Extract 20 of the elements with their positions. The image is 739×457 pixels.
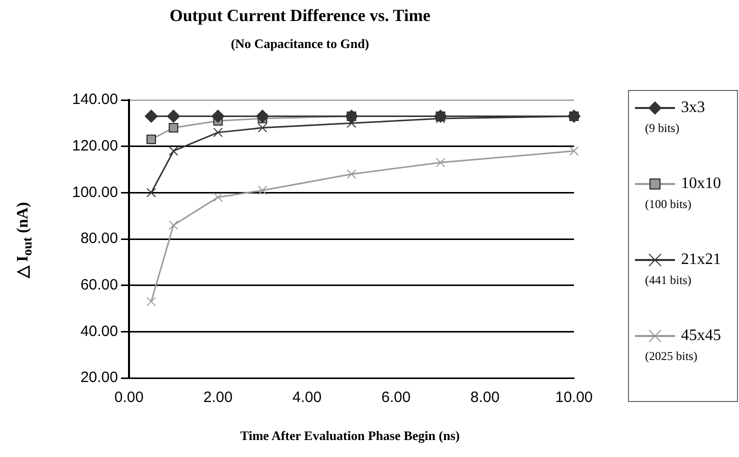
y-tick-label: 140.00 <box>72 91 118 108</box>
legend-label: 3x3 (9 bits) <box>644 99 706 136</box>
chart-subtitle: (No Capacitance to Gnd) <box>230 36 370 52</box>
y-tick-label: 20.00 <box>80 369 118 386</box>
y-tick-label: 40.00 <box>80 322 118 340</box>
x-axis-title: Time After Evaluation Phase Begin (ns) <box>239 428 461 444</box>
y-tick-label: 60.00 <box>80 276 118 294</box>
x-tick-label: 0.00 <box>114 389 144 406</box>
y-tick-label: 120.00 <box>72 137 118 154</box>
y-tick-label: 100.00 <box>72 184 118 201</box>
x-tick-label: 4.00 <box>292 389 322 406</box>
x-tick-label: 10.00 <box>555 389 593 406</box>
x-tick-label: 8.00 <box>470 389 500 406</box>
x-tick-label: 6.00 <box>381 389 411 406</box>
y-tick-label: 80.00 <box>80 230 118 248</box>
legend-label: 21x21 (441 bits) <box>644 251 722 288</box>
x-tick-label: 2.00 <box>203 389 233 406</box>
legend-label: 10x10 (100 bits) <box>644 175 722 212</box>
chart-title: Output Current Difference vs. Time <box>168 6 432 26</box>
legend-label: 45x45 (2025 bits) <box>644 327 722 364</box>
